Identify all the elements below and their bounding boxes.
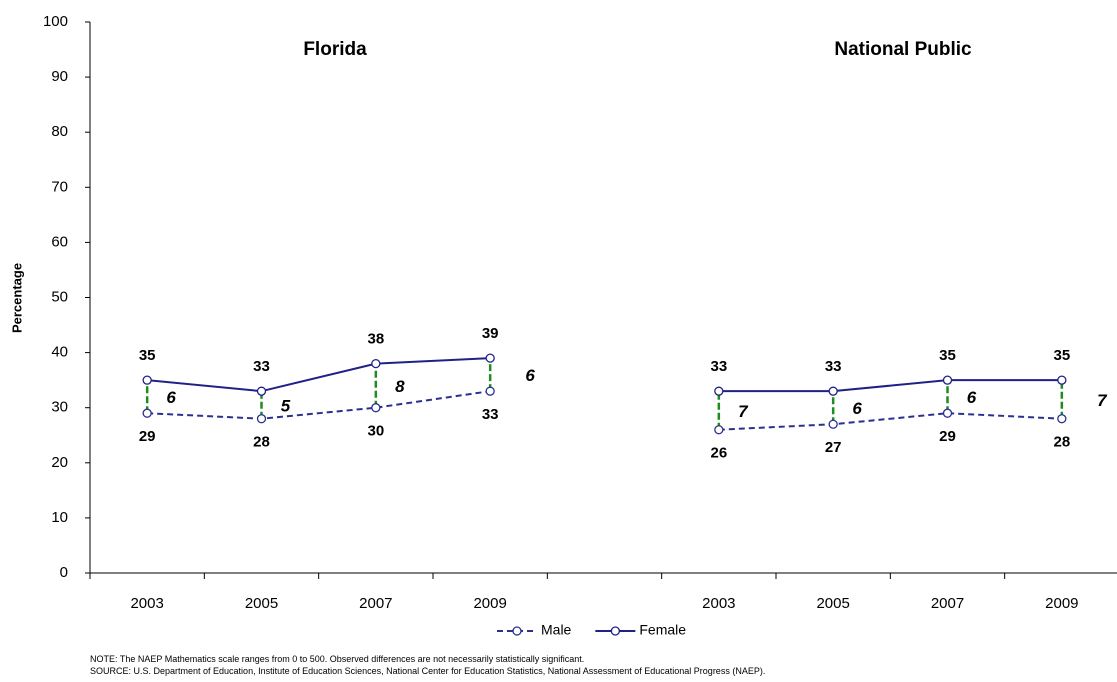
y-tick-label: 30 — [51, 399, 68, 416]
y-tick-label: 10 — [51, 509, 68, 526]
legend-label: Female — [639, 622, 686, 638]
panel-title: National Public — [834, 39, 972, 60]
difference-label: 7 — [1097, 391, 1108, 410]
point — [485, 386, 495, 396]
point — [942, 375, 953, 385]
difference-label: 5 — [281, 396, 291, 415]
x-tick-label: 2003 — [702, 595, 735, 612]
y-tick-label: 50 — [51, 288, 68, 305]
y-tick-label: 40 — [51, 344, 68, 361]
x-tick-label: 2009 — [473, 595, 506, 612]
legend-label: Male — [541, 622, 572, 638]
point — [256, 414, 267, 424]
value-label: 29 — [139, 428, 156, 445]
x-tick-label: 2009 — [1045, 595, 1078, 612]
point — [942, 408, 953, 418]
y-axis-label: Percentage — [9, 263, 24, 333]
value-label: 30 — [367, 423, 384, 440]
point — [142, 375, 152, 385]
point — [714, 386, 724, 396]
y-tick-label: 90 — [51, 68, 68, 85]
point — [1057, 414, 1067, 424]
difference-label: 7 — [738, 402, 749, 421]
value-label: 33 — [710, 358, 727, 375]
point — [256, 386, 267, 396]
series-line — [147, 390, 1062, 431]
difference-label: 6 — [166, 388, 176, 407]
point — [485, 353, 495, 363]
difference-label: 6 — [525, 366, 535, 385]
value-label: 33 — [253, 358, 270, 375]
value-label: 26 — [710, 445, 727, 462]
point — [371, 358, 381, 369]
point — [828, 419, 838, 429]
point — [371, 403, 381, 413]
note: SOURCE: U.S. Department of Education, In… — [90, 666, 765, 676]
value-label: 28 — [253, 434, 270, 451]
difference-label: 6 — [967, 388, 977, 407]
y-tick-label: 100 — [43, 13, 68, 30]
value-label: 39 — [482, 325, 499, 342]
value-label: 35 — [939, 347, 956, 364]
y-tick-label: 60 — [51, 233, 68, 250]
value-label: 29 — [939, 428, 956, 445]
value-label: 35 — [1053, 347, 1070, 364]
y-tick-label: 20 — [51, 454, 68, 471]
x-tick-label: 2007 — [931, 595, 964, 612]
value-label: 38 — [367, 331, 384, 348]
point — [828, 386, 838, 396]
difference-label: 6 — [852, 399, 862, 418]
series-line — [147, 357, 1062, 393]
legend-marker — [512, 626, 522, 636]
x-tick-label: 2007 — [359, 595, 392, 612]
note: NOTE: The NAEP Mathematics scale ranges … — [90, 654, 584, 664]
panel-title: Florida — [303, 39, 367, 60]
value-label: 33 — [482, 406, 499, 423]
y-tick-label: 80 — [51, 123, 68, 140]
value-label: 35 — [139, 347, 156, 364]
point — [1057, 375, 1067, 385]
point — [142, 408, 152, 418]
legend-marker — [610, 626, 621, 636]
y-tick-label: 0 — [60, 564, 68, 581]
value-label: 27 — [825, 439, 842, 456]
x-tick-label: 2005 — [816, 595, 849, 612]
x-tick-label: 2003 — [130, 595, 163, 612]
point — [714, 425, 724, 435]
value-label: 28 — [1053, 434, 1070, 451]
difference-label: 8 — [395, 377, 405, 396]
x-tick-label: 2005 — [245, 595, 278, 612]
value-label: 33 — [825, 358, 842, 375]
y-tick-label: 70 — [51, 178, 68, 195]
